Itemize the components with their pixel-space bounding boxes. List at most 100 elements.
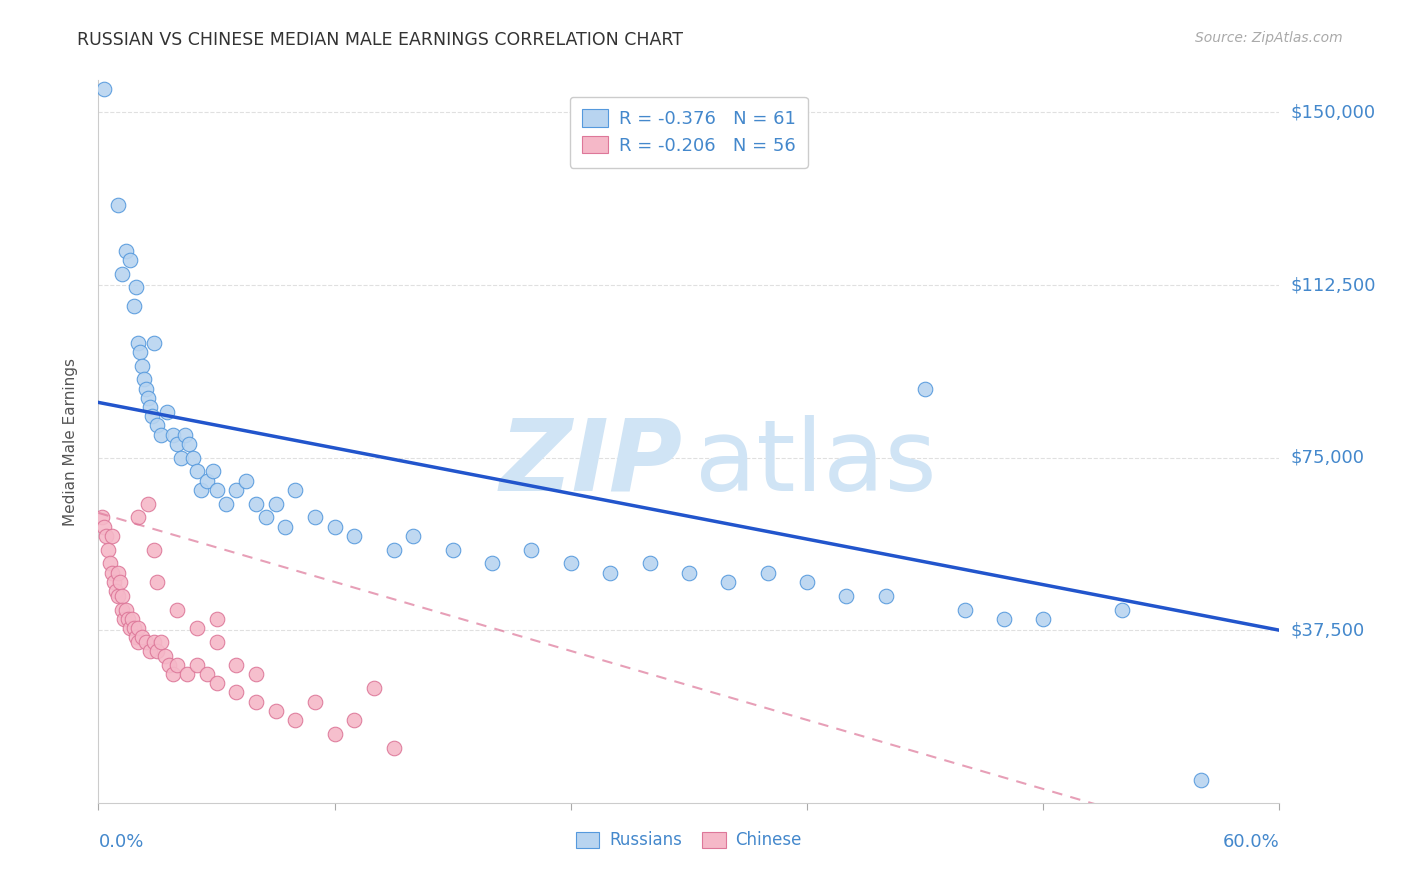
Point — [215, 497, 238, 511]
Point — [107, 197, 129, 211]
Point — [121, 612, 143, 626]
Point — [142, 634, 165, 648]
Point — [128, 344, 150, 359]
Point — [115, 602, 138, 616]
Point — [142, 542, 165, 557]
Point — [122, 299, 145, 313]
Point — [323, 519, 346, 533]
Point — [520, 542, 543, 557]
Point — [131, 630, 153, 644]
Point — [132, 372, 155, 386]
Point — [1189, 772, 1212, 787]
Point — [150, 427, 173, 442]
Point — [481, 557, 503, 571]
Point — [176, 667, 198, 681]
Point — [225, 657, 247, 672]
Point — [323, 727, 346, 741]
Point — [146, 644, 169, 658]
Point — [162, 427, 184, 442]
Text: ZIP: ZIP — [501, 415, 683, 512]
Point — [162, 667, 184, 681]
Point — [382, 542, 405, 557]
Point — [125, 630, 148, 644]
Point — [111, 602, 134, 616]
Point — [103, 574, 125, 589]
Point — [166, 657, 188, 672]
Point — [1032, 612, 1054, 626]
Point — [127, 621, 149, 635]
Point — [190, 483, 212, 497]
Point — [245, 694, 267, 708]
Point — [93, 82, 115, 96]
Point — [177, 437, 200, 451]
Point — [382, 740, 405, 755]
Point — [254, 510, 277, 524]
Point — [91, 510, 114, 524]
Point — [115, 244, 138, 258]
Point — [678, 566, 700, 580]
Point — [118, 252, 141, 267]
Point — [117, 612, 139, 626]
Point — [835, 589, 858, 603]
Text: RUSSIAN VS CHINESE MEDIAN MALE EARNINGS CORRELATION CHART: RUSSIAN VS CHINESE MEDIAN MALE EARNINGS … — [77, 31, 683, 49]
Point — [245, 667, 267, 681]
Point — [97, 542, 120, 557]
Point — [914, 382, 936, 396]
Point — [101, 566, 124, 580]
Point — [304, 510, 326, 524]
Text: $150,000: $150,000 — [1291, 103, 1375, 121]
Point — [125, 280, 148, 294]
Point — [235, 474, 257, 488]
Point — [993, 612, 1015, 626]
Point — [135, 382, 157, 396]
Point — [274, 519, 297, 533]
Text: $112,500: $112,500 — [1291, 276, 1376, 294]
Point — [205, 676, 228, 690]
Y-axis label: Median Male Earnings: Median Male Earnings — [63, 358, 77, 525]
Point — [127, 634, 149, 648]
Point — [131, 359, 153, 373]
Point — [205, 612, 228, 626]
Point — [343, 713, 366, 727]
Point — [127, 510, 149, 524]
Text: $75,000: $75,000 — [1291, 449, 1365, 467]
Point — [122, 621, 145, 635]
Point — [402, 529, 425, 543]
Point — [136, 391, 159, 405]
Point — [107, 589, 129, 603]
Point — [225, 483, 247, 497]
Point — [195, 667, 218, 681]
Legend: Russians, Chinese: Russians, Chinese — [569, 824, 808, 856]
Text: 0.0%: 0.0% — [98, 833, 143, 851]
Text: $37,500: $37,500 — [1291, 621, 1365, 640]
Point — [156, 404, 179, 418]
Point — [186, 621, 208, 635]
Point — [150, 634, 173, 648]
Point — [118, 621, 141, 635]
Point — [638, 557, 661, 571]
Point — [107, 566, 129, 580]
Point — [264, 704, 287, 718]
Point — [225, 685, 247, 699]
Point — [1111, 602, 1133, 616]
Point — [111, 589, 134, 603]
Point — [155, 648, 177, 663]
Point — [96, 529, 118, 543]
Point — [560, 557, 582, 571]
Text: Source: ZipAtlas.com: Source: ZipAtlas.com — [1195, 31, 1343, 45]
Point — [135, 634, 157, 648]
Point — [953, 602, 976, 616]
Point — [264, 497, 287, 511]
Point — [245, 497, 267, 511]
Text: 60.0%: 60.0% — [1223, 833, 1279, 851]
Point — [717, 574, 740, 589]
Point — [205, 634, 228, 648]
Point — [304, 694, 326, 708]
Text: atlas: atlas — [695, 415, 936, 512]
Point — [141, 409, 163, 424]
Point — [166, 602, 188, 616]
Point — [157, 657, 180, 672]
Point — [138, 400, 160, 414]
Point — [186, 657, 208, 672]
Point — [105, 584, 128, 599]
